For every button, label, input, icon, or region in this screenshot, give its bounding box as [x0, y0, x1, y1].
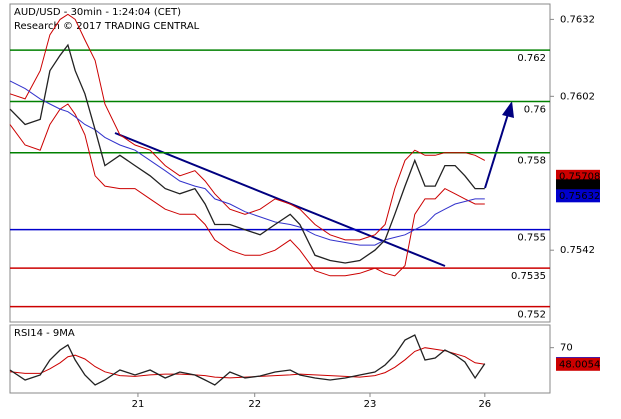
y-tick-label: 0.7632 — [560, 14, 595, 25]
series-line — [9, 80, 485, 246]
level-label: 0.76 — [524, 104, 546, 115]
level-label: 0.752 — [517, 310, 546, 321]
price-box — [556, 189, 600, 203]
main-panel-frame — [9, 3, 551, 323]
price-box-label: 0.75671 — [559, 181, 600, 192]
series-line — [9, 13, 486, 241]
price-box — [556, 357, 600, 371]
series-line — [9, 103, 485, 277]
x-tick-label: 22 — [248, 399, 261, 410]
level-label: 0.7535 — [511, 271, 546, 282]
price-box — [556, 179, 600, 193]
chart-title: AUD/USD - 30min - 1:24:04 (CET) — [14, 7, 181, 18]
level-label: 0.755 — [517, 233, 546, 244]
price-box-label: 48.0054 — [559, 359, 600, 370]
level-label: 0.758 — [517, 156, 546, 167]
series-line — [9, 334, 486, 386]
x-tick-label: 23 — [364, 399, 377, 410]
x-tick-label: 26 — [478, 399, 491, 410]
trend-line — [114, 132, 446, 267]
x-tick-label: 21 — [132, 399, 145, 410]
y-tick-label: 0.7602 — [560, 91, 595, 102]
arrow-head — [502, 101, 514, 118]
rsi-title: RSI14 - 9MA — [14, 328, 75, 339]
chart-subtitle: Research © 2017 TRADING CENTRAL — [14, 21, 200, 32]
y-tick-label: 0.7542 — [560, 245, 595, 256]
price-box-label: 0.75632 — [559, 191, 600, 202]
series-line — [9, 43, 485, 264]
forecast-arrow — [484, 113, 509, 189]
rsi-panel-frame — [9, 324, 551, 394]
price-box-label: 0.75708 — [559, 171, 600, 182]
level-label: 0.762 — [517, 53, 546, 64]
y-tick-label: 70 — [560, 343, 573, 354]
